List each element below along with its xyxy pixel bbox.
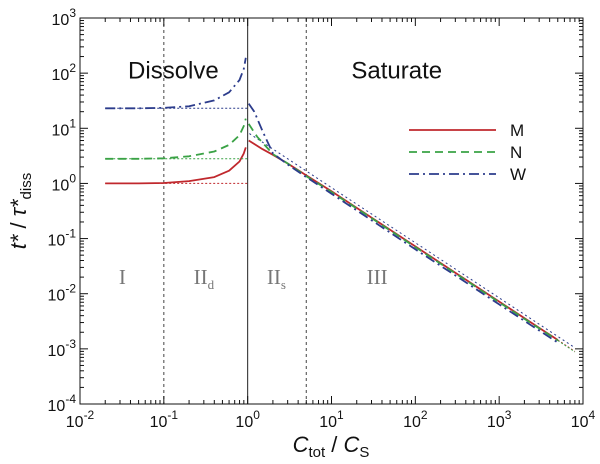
region-numeral-main: I: [119, 265, 126, 289]
series-N-line-1: [247, 123, 559, 342]
axis-ticks: [79, 18, 583, 405]
series-M-line-0: [105, 147, 247, 185]
x-tick-exp: -2: [84, 408, 95, 422]
x-tick-label: 10-1: [150, 408, 179, 431]
y-tick-exp: 2: [69, 61, 76, 75]
x-tick-base: 10: [571, 414, 589, 431]
x-tick-label: 104: [571, 408, 596, 431]
x-tick-exp: -1: [167, 408, 178, 422]
region-numeral: I: [119, 265, 126, 289]
x-tick-base: 10: [487, 414, 505, 431]
x-tick-base: 10: [235, 414, 253, 431]
y-tick-label: 102: [52, 61, 77, 84]
series-N-line-0: [105, 118, 247, 160]
series-lines: [105, 57, 576, 353]
x-tick-base: 10: [150, 414, 168, 431]
legend: MNW: [409, 121, 526, 184]
legend-label: W: [510, 165, 526, 184]
x-tick-base: 10: [66, 414, 84, 431]
x-tick-label: 103: [487, 408, 512, 431]
x-tick-base: 10: [403, 414, 421, 431]
y-tick-exp: -1: [65, 227, 76, 241]
y-tick-base: 10: [48, 233, 66, 250]
y-tick-label: 101: [52, 116, 77, 139]
y-tick-exp: 3: [69, 6, 76, 20]
x-tick-exp: 4: [589, 408, 596, 422]
y-tick-label: 10-2: [48, 282, 77, 305]
region-numeral-main: II: [267, 265, 281, 289]
y-tick-label: 10-3: [48, 337, 77, 360]
y-tick-exp: -2: [65, 282, 76, 296]
series-N-asymptote-1: [557, 340, 576, 353]
tick-labels: 10-2 10-1 100 101 102 103 10410-410-310-210-11…: [48, 6, 596, 431]
region-dividers: [163, 18, 307, 404]
y-tick-label: 100: [52, 171, 77, 194]
y-tick-base: 10: [52, 67, 70, 84]
y-tick-base: 10: [48, 398, 66, 415]
series-W-line-0: [105, 57, 247, 110]
reference-line: [249, 133, 576, 349]
region-numeral-sub: d: [208, 277, 215, 292]
y-tick-base: 10: [48, 288, 66, 305]
y-tick-base: 10: [52, 12, 70, 29]
region-title: Dissolve: [128, 57, 219, 84]
y-tick-label: 10-1: [48, 227, 77, 250]
y-tick-base: 10: [52, 177, 70, 194]
x-tick-label: 101: [319, 408, 344, 431]
y-tick-label: 10-4: [48, 392, 77, 415]
x-tick-label: 10-2: [66, 408, 95, 431]
x-axis-title: Ctot / CS: [293, 432, 370, 461]
legend-label: N: [510, 143, 522, 162]
reference-lines: [249, 133, 576, 349]
region-numeral: IIs: [267, 265, 286, 292]
region-numeral: IId: [194, 265, 215, 292]
region-numeral-main: II: [194, 265, 208, 289]
x-tick-label: 102: [403, 408, 428, 431]
region-title: Saturate: [351, 57, 442, 84]
y-tick-exp: 1: [69, 116, 76, 130]
x-tick-exp: 3: [505, 408, 512, 422]
y-axis-title: t* / τ*diss: [6, 173, 35, 250]
y-tick-exp: -4: [65, 392, 76, 406]
y-tick-exp: 0: [69, 171, 76, 185]
x-tick-exp: 1: [337, 408, 344, 422]
x-tick-base: 10: [319, 414, 337, 431]
y-tick-base: 10: [48, 343, 66, 360]
region-numeral-main: III: [367, 265, 388, 289]
region-numeral: III: [367, 265, 388, 289]
y-tick-base: 10: [52, 122, 70, 139]
x-tick-exp: 0: [253, 408, 260, 422]
series-W-line-1: [247, 103, 559, 344]
legend-label: M: [510, 121, 524, 140]
x-tick-label: 100: [235, 408, 260, 431]
region-numeral-sub: s: [281, 277, 286, 292]
y-tick-exp: -3: [65, 337, 76, 351]
y-tick-label: 103: [52, 6, 77, 29]
x-tick-exp: 2: [421, 408, 428, 422]
